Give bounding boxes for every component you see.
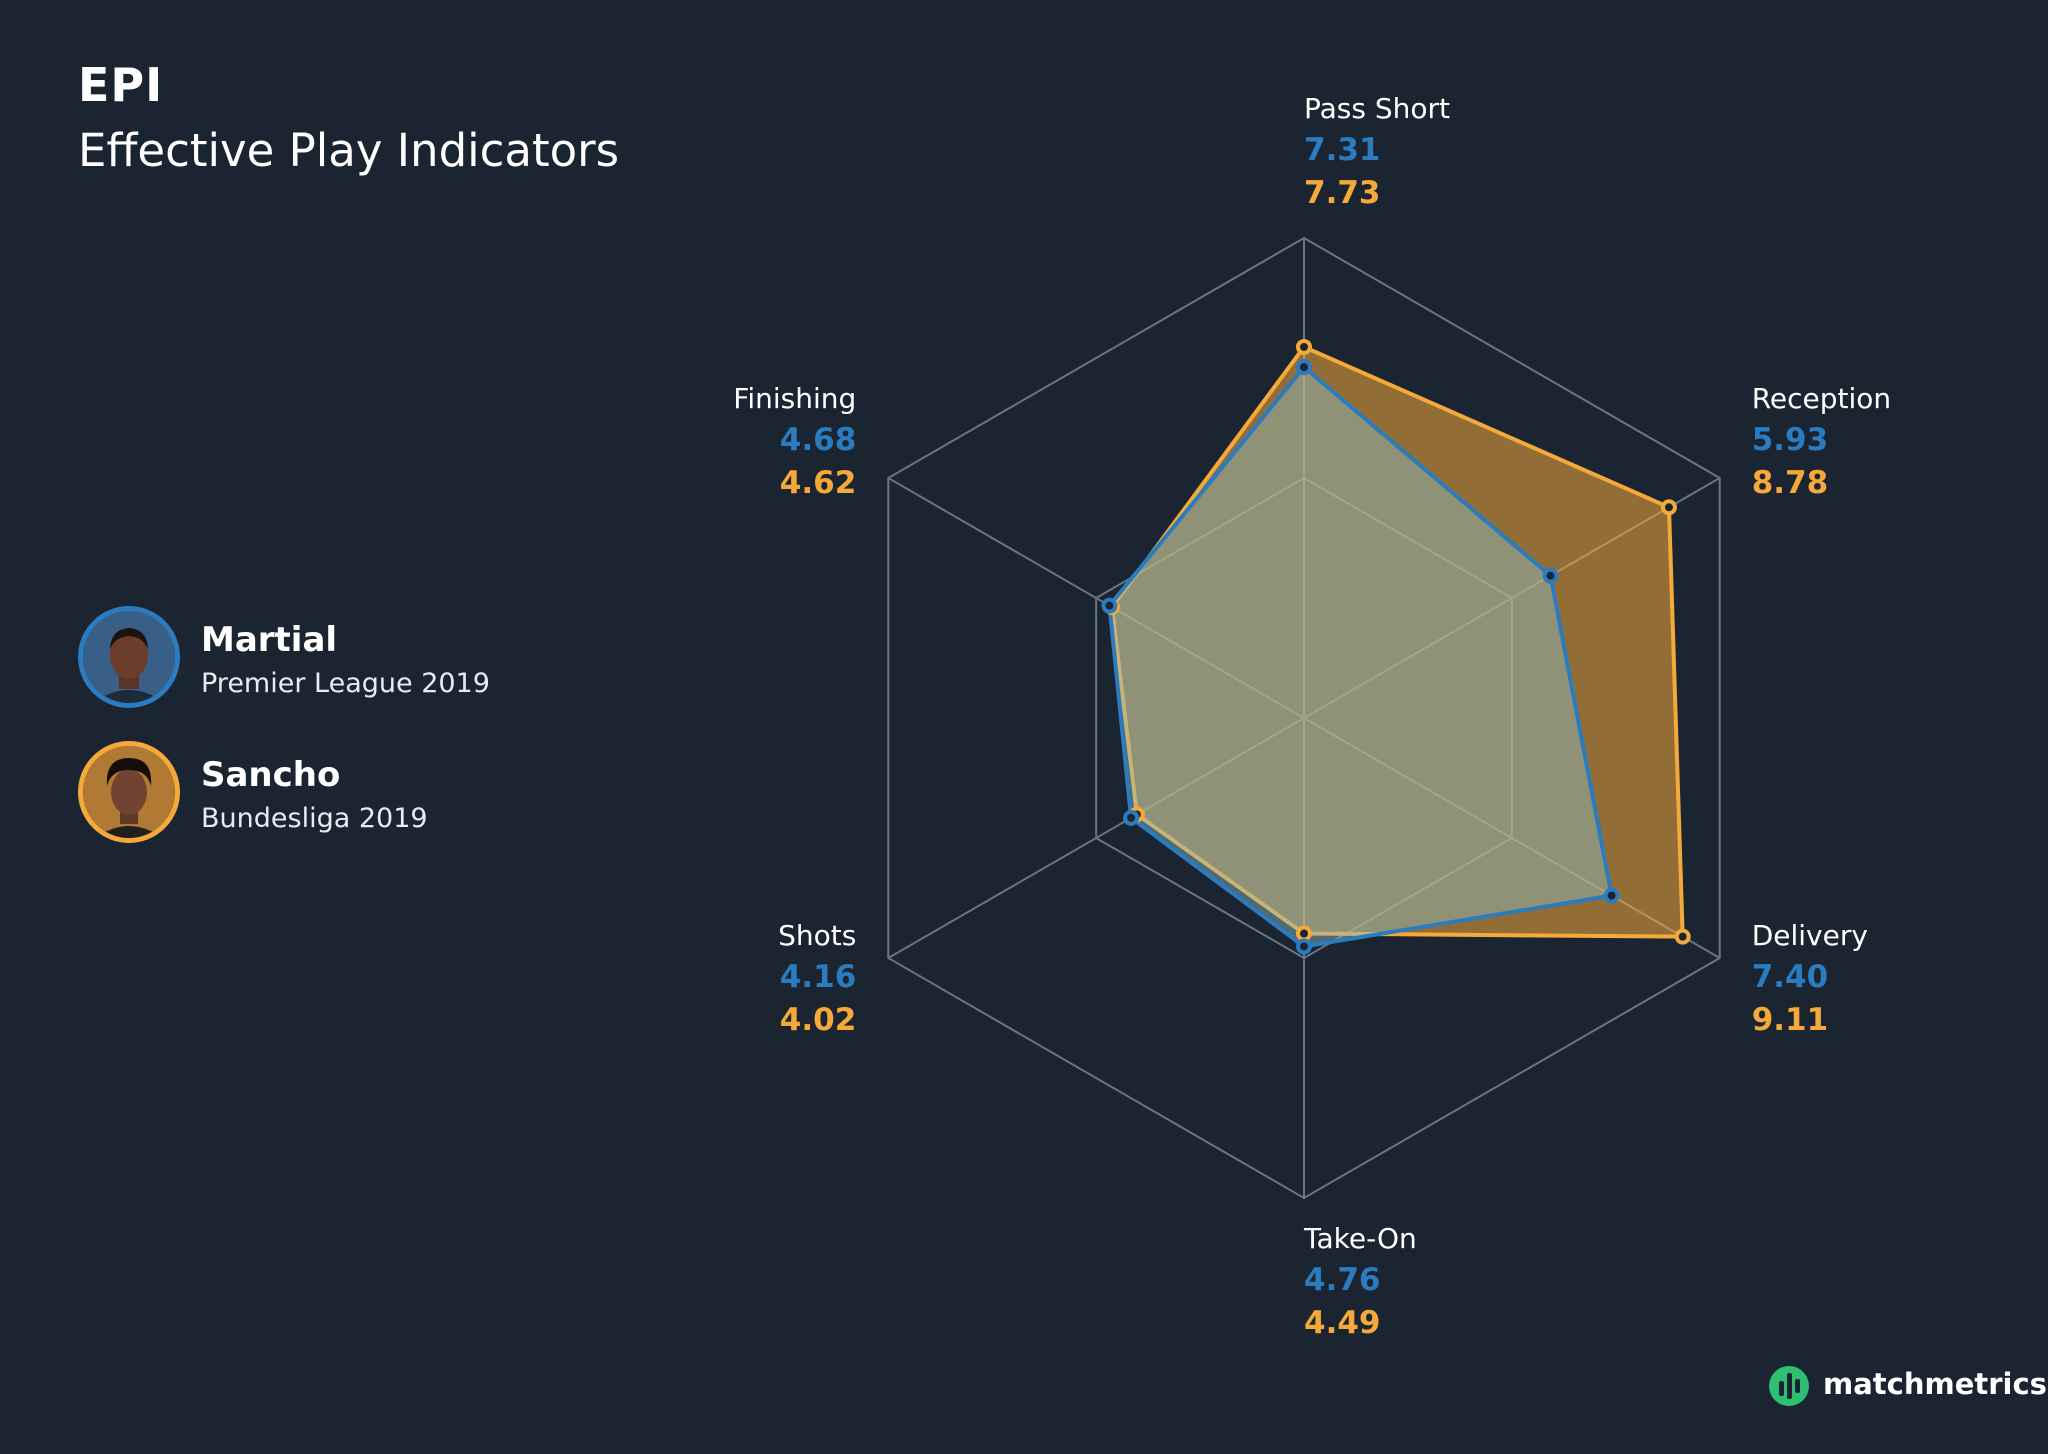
value-label-sancho: 8.78 — [1752, 465, 1829, 501]
player-avatar-martial — [78, 606, 180, 708]
data-point-martial — [1101, 597, 1118, 614]
value-label-martial: 4.76 — [1304, 1262, 1381, 1298]
player-name-martial: Martial — [201, 620, 338, 660]
value-label-sancho: 4.49 — [1304, 1305, 1381, 1341]
data-point-sancho — [1296, 338, 1312, 355]
axis-label: Pass Short — [1304, 92, 1450, 125]
value-label-sancho: 9.11 — [1752, 1002, 1829, 1038]
value-label-martial: 4.68 — [780, 422, 857, 458]
data-point-sancho — [1296, 925, 1312, 942]
data-point-sancho — [1660, 499, 1677, 516]
axis-label: Finishing — [733, 382, 856, 415]
player-league-sancho: Bundesliga 2019 — [201, 803, 428, 834]
data-point-martial — [1296, 359, 1312, 376]
chart-subtitle: Effective Play Indicators — [78, 124, 620, 177]
axis-label: Reception — [1752, 382, 1891, 415]
value-label-martial: 7.40 — [1752, 959, 1829, 995]
player-name-sancho: Sancho — [201, 755, 341, 795]
data-point-martial — [1603, 887, 1620, 904]
value-label-sancho: 7.73 — [1304, 175, 1381, 211]
axis-label: Take-On — [1303, 1222, 1417, 1255]
axis-label: Delivery — [1752, 919, 1868, 952]
value-label-martial: 5.93 — [1752, 422, 1829, 458]
data-point-martial — [1542, 567, 1559, 584]
matchmetrics-logo-icon — [1769, 1366, 1809, 1406]
chart-title: EPI — [78, 58, 164, 112]
data-point-martial — [1123, 809, 1140, 826]
value-label-martial: 4.16 — [780, 959, 857, 995]
value-label-sancho: 4.62 — [780, 465, 857, 501]
data-point-martial — [1296, 938, 1312, 955]
value-label-sancho: 4.02 — [780, 1002, 857, 1038]
data-point-sancho — [1674, 928, 1691, 945]
player-league-martial: Premier League 2019 — [201, 668, 490, 699]
value-label-martial: 7.31 — [1304, 132, 1381, 168]
axis-label: Shots — [778, 919, 856, 952]
player-avatar-sancho — [78, 741, 180, 843]
brand-name: matchmetrics — [1823, 1367, 2047, 1401]
